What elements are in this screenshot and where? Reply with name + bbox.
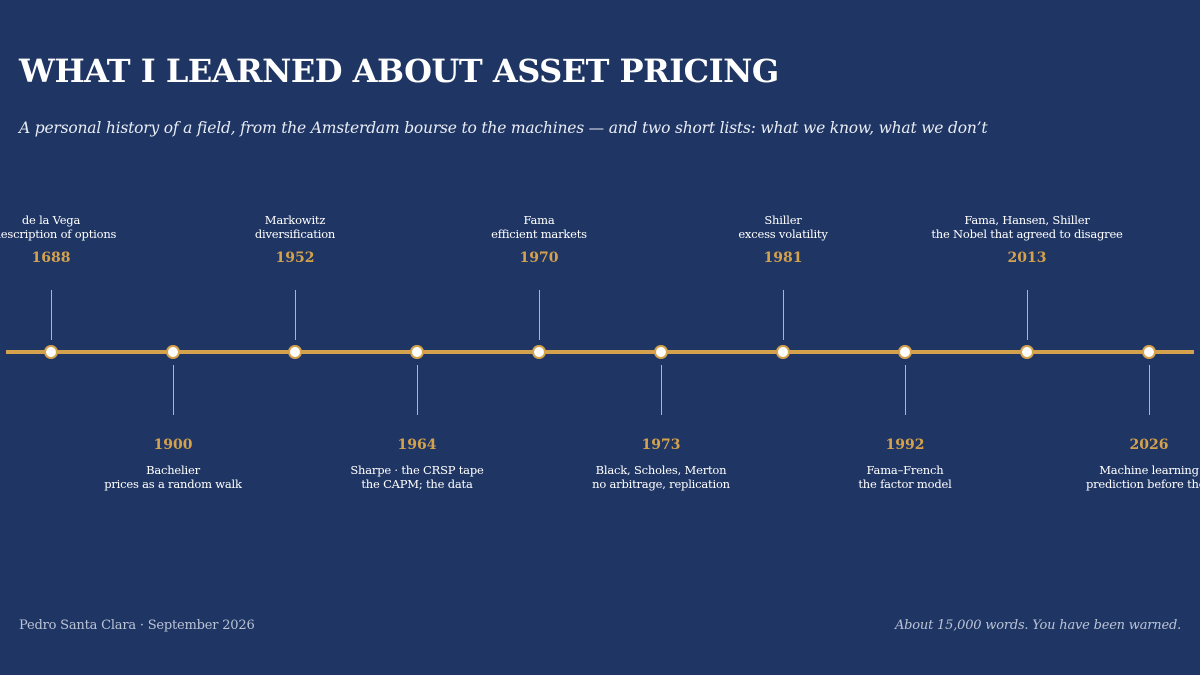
author-credit: Pedro Santa Clara · September 2026	[19, 618, 255, 633]
event-year: 1970	[519, 250, 559, 266]
event-description: Black, Scholes, Merton no arbitrage, rep…	[551, 463, 771, 491]
event-description: Markowitz diversification	[185, 213, 405, 241]
event-detail: the CAPM; the data	[361, 477, 473, 491]
event-stem	[294, 290, 296, 340]
event-name: Sharpe · the CRSP tape	[350, 463, 484, 477]
event-node	[654, 345, 668, 359]
event-node	[898, 345, 912, 359]
event-description: Bachelier prices as a random walk	[63, 463, 283, 491]
event-stem	[1148, 365, 1150, 415]
event-stem	[416, 365, 418, 415]
event-year: 1952	[275, 250, 315, 266]
event-detail: no arbitrage, replication	[592, 477, 730, 491]
event-name: Black, Scholes, Merton	[595, 463, 727, 477]
event-detail: prices as a random walk	[104, 477, 242, 491]
page-subtitle: A personal history of a field, from the …	[19, 119, 988, 137]
event-year: 1981	[763, 250, 803, 266]
event-stem	[904, 365, 906, 415]
page-title: WHAT I LEARNED ABOUT ASSET PRICING	[19, 52, 779, 90]
event-year: 1973	[641, 437, 681, 453]
event-description: Fama–French the factor model	[795, 463, 1015, 491]
timeline-axis	[6, 350, 1194, 354]
event-detail: diversification	[254, 227, 336, 241]
event-stem	[50, 290, 52, 340]
event-node	[532, 345, 546, 359]
event-name: Fama, Hansen, Shiller	[964, 213, 1090, 227]
event-year: 1688	[31, 250, 71, 266]
event-year: 1900	[153, 437, 193, 453]
event-node	[166, 345, 180, 359]
length-note: About 15,000 words. You have been warned…	[894, 618, 1181, 633]
event-year: 1992	[885, 437, 925, 453]
event-name: Machine learning	[1099, 463, 1199, 477]
event-description: Fama efficient markets	[429, 213, 649, 241]
event-name: de la Vega	[21, 213, 81, 227]
event-description: de la Vega t description of options	[0, 213, 161, 241]
event-node	[44, 345, 58, 359]
event-detail: t description of options	[0, 227, 117, 241]
event-node	[776, 345, 790, 359]
event-detail: prediction before theo	[1085, 477, 1200, 491]
event-description: Fama, Hansen, Shiller the Nobel that agr…	[917, 213, 1137, 241]
event-node	[410, 345, 424, 359]
event-year: 2026	[1129, 437, 1169, 453]
event-name: Markowitz	[264, 213, 326, 227]
event-node	[288, 345, 302, 359]
event-year: 1964	[397, 437, 437, 453]
event-description: Shiller excess volatility	[673, 213, 893, 241]
event-name: Fama–French	[866, 463, 944, 477]
event-stem	[660, 365, 662, 415]
event-stem	[172, 365, 174, 415]
event-stem	[538, 290, 540, 340]
event-detail: efficient markets	[491, 227, 587, 241]
event-node	[1020, 345, 1034, 359]
event-detail: the Nobel that agreed to disagree	[931, 227, 1123, 241]
event-name: Bachelier	[146, 463, 200, 477]
event-name: Shiller	[764, 213, 802, 227]
event-description: Sharpe · the CRSP tape the CAPM; the dat…	[307, 463, 527, 491]
event-stem	[1026, 290, 1028, 340]
event-name: Fama	[523, 213, 555, 227]
event-detail: excess volatility	[738, 227, 828, 241]
event-detail: the factor model	[858, 477, 952, 491]
event-node	[1142, 345, 1156, 359]
event-year: 2013	[1007, 250, 1047, 266]
event-stem	[782, 290, 784, 340]
event-description: Machine learning prediction before theo	[1039, 463, 1200, 491]
